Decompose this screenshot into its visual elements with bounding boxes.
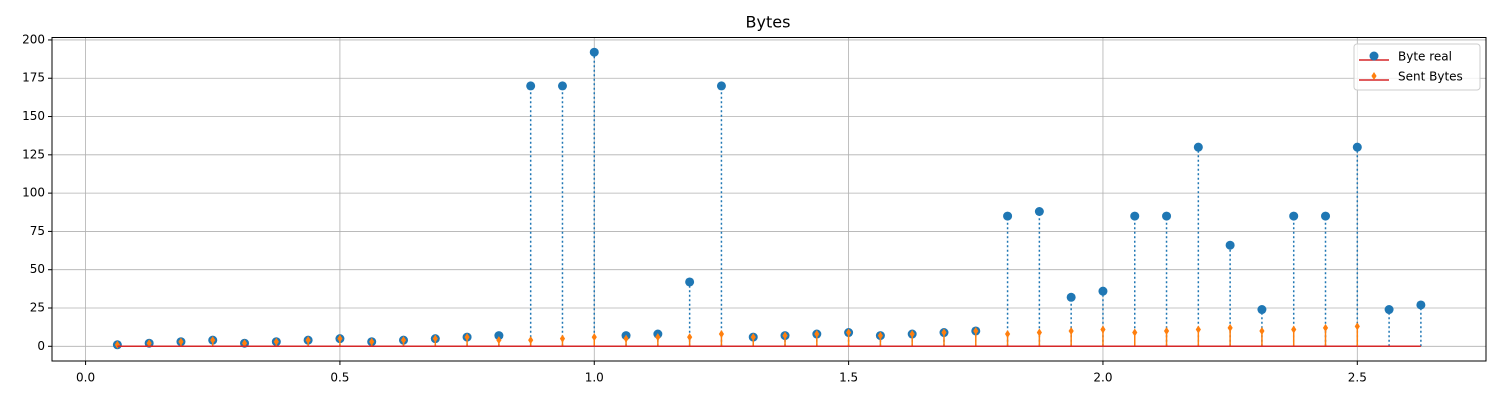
marker [782, 331, 788, 340]
marker [1195, 325, 1201, 334]
x-tick-label: 2.0 [1093, 371, 1112, 385]
marker [496, 336, 502, 345]
marker [1384, 305, 1394, 315]
y-tick-label: 75 [30, 224, 45, 238]
marker [210, 336, 216, 345]
marker [1162, 211, 1172, 221]
x-tick-label: 0.5 [330, 371, 349, 385]
marker [178, 337, 184, 346]
marker [1354, 322, 1360, 331]
marker [591, 333, 597, 342]
y-tick-label: 50 [30, 262, 45, 276]
marker [305, 336, 311, 345]
marker [814, 330, 820, 339]
y-tick-label: 25 [30, 301, 45, 315]
marker [494, 331, 504, 341]
marker [685, 277, 695, 287]
x-tick-label: 0.0 [76, 371, 95, 385]
marker [1259, 326, 1265, 335]
marker [1369, 51, 1379, 61]
marker [1100, 325, 1106, 334]
x-tick-label: 1.5 [839, 371, 858, 385]
marker [1068, 326, 1074, 335]
marker [1321, 211, 1331, 221]
marker [877, 331, 884, 340]
marker [1227, 323, 1233, 332]
y-tick-label: 0 [37, 339, 45, 353]
marker [1257, 305, 1267, 315]
marker [337, 334, 343, 343]
marker [1371, 72, 1377, 80]
legend-label: Sent Bytes [1398, 70, 1463, 84]
marker [1066, 292, 1076, 302]
marker [1291, 325, 1297, 334]
marker [432, 334, 438, 343]
marker [941, 328, 947, 337]
marker [655, 333, 661, 342]
marker [526, 81, 536, 91]
marker [1098, 286, 1108, 296]
marker [1004, 330, 1011, 339]
marker [1163, 326, 1170, 335]
y-tick-label: 200 [22, 32, 45, 46]
marker [1352, 142, 1362, 152]
marker [1289, 211, 1299, 221]
marker [909, 330, 915, 339]
marker [1416, 300, 1426, 310]
marker [464, 333, 470, 342]
marker [557, 81, 567, 91]
marker [1132, 328, 1138, 337]
marker [1225, 240, 1235, 250]
marker [559, 334, 566, 343]
marker [528, 336, 534, 345]
x-tick-label: 2.5 [1348, 371, 1367, 385]
marker [623, 334, 629, 343]
marker [1036, 328, 1042, 337]
marker [369, 337, 375, 346]
marker [846, 328, 852, 337]
legend: Byte real Sent Bytes [1353, 43, 1481, 91]
marker [1322, 323, 1329, 332]
marker [400, 336, 407, 345]
marker [1130, 211, 1140, 221]
x-tick-label: 1.0 [585, 371, 604, 385]
marker [1003, 211, 1013, 221]
marker [1034, 207, 1044, 217]
marker [750, 333, 756, 342]
chart-title: Bytes [746, 13, 791, 32]
y-tick-label: 100 [22, 186, 45, 200]
marker [273, 337, 279, 346]
marker [687, 333, 693, 342]
legend-box [1353, 43, 1481, 91]
legend-label: Byte real [1398, 50, 1452, 64]
marker [1193, 142, 1203, 152]
y-tick-label: 150 [22, 109, 45, 123]
marker [718, 330, 725, 339]
y-tick-label: 125 [22, 147, 45, 161]
marker [146, 339, 152, 348]
y-tick-label: 175 [22, 71, 45, 85]
marker [589, 47, 599, 57]
marker [716, 81, 726, 91]
marker [241, 339, 248, 348]
marker [973, 326, 979, 335]
plot-frame [51, 37, 1487, 362]
